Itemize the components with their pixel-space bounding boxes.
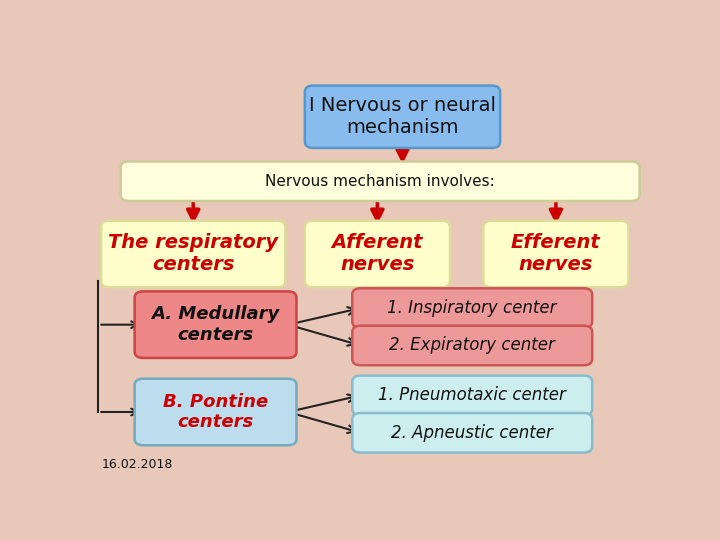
Text: Afferent
nerves: Afferent nerves bbox=[332, 233, 423, 274]
Text: Nervous mechanism involves:: Nervous mechanism involves: bbox=[265, 174, 495, 188]
FancyBboxPatch shape bbox=[483, 221, 629, 287]
Text: 2. Apneustic center: 2. Apneustic center bbox=[391, 424, 553, 442]
Text: B. Pontine
centers: B. Pontine centers bbox=[163, 393, 268, 431]
FancyBboxPatch shape bbox=[352, 288, 593, 328]
Text: 1. Inspiratory center: 1. Inspiratory center bbox=[387, 299, 557, 317]
Text: 1. Pneumotaxic center: 1. Pneumotaxic center bbox=[378, 386, 566, 404]
FancyBboxPatch shape bbox=[352, 326, 593, 365]
FancyBboxPatch shape bbox=[101, 221, 285, 287]
Text: 2. Expiratory center: 2. Expiratory center bbox=[390, 336, 555, 354]
FancyBboxPatch shape bbox=[135, 292, 297, 358]
FancyBboxPatch shape bbox=[121, 161, 639, 201]
Text: Efferent
nerves: Efferent nerves bbox=[511, 233, 600, 274]
Text: The respiratory
centers: The respiratory centers bbox=[108, 233, 279, 274]
FancyBboxPatch shape bbox=[305, 221, 450, 287]
FancyBboxPatch shape bbox=[352, 376, 593, 415]
FancyBboxPatch shape bbox=[135, 379, 297, 445]
Text: I Nervous or neural
mechanism: I Nervous or neural mechanism bbox=[309, 96, 496, 137]
FancyBboxPatch shape bbox=[305, 85, 500, 148]
Text: A. Medullary
centers: A. Medullary centers bbox=[151, 305, 279, 344]
Text: 16.02.2018: 16.02.2018 bbox=[102, 458, 173, 471]
FancyBboxPatch shape bbox=[352, 413, 593, 453]
